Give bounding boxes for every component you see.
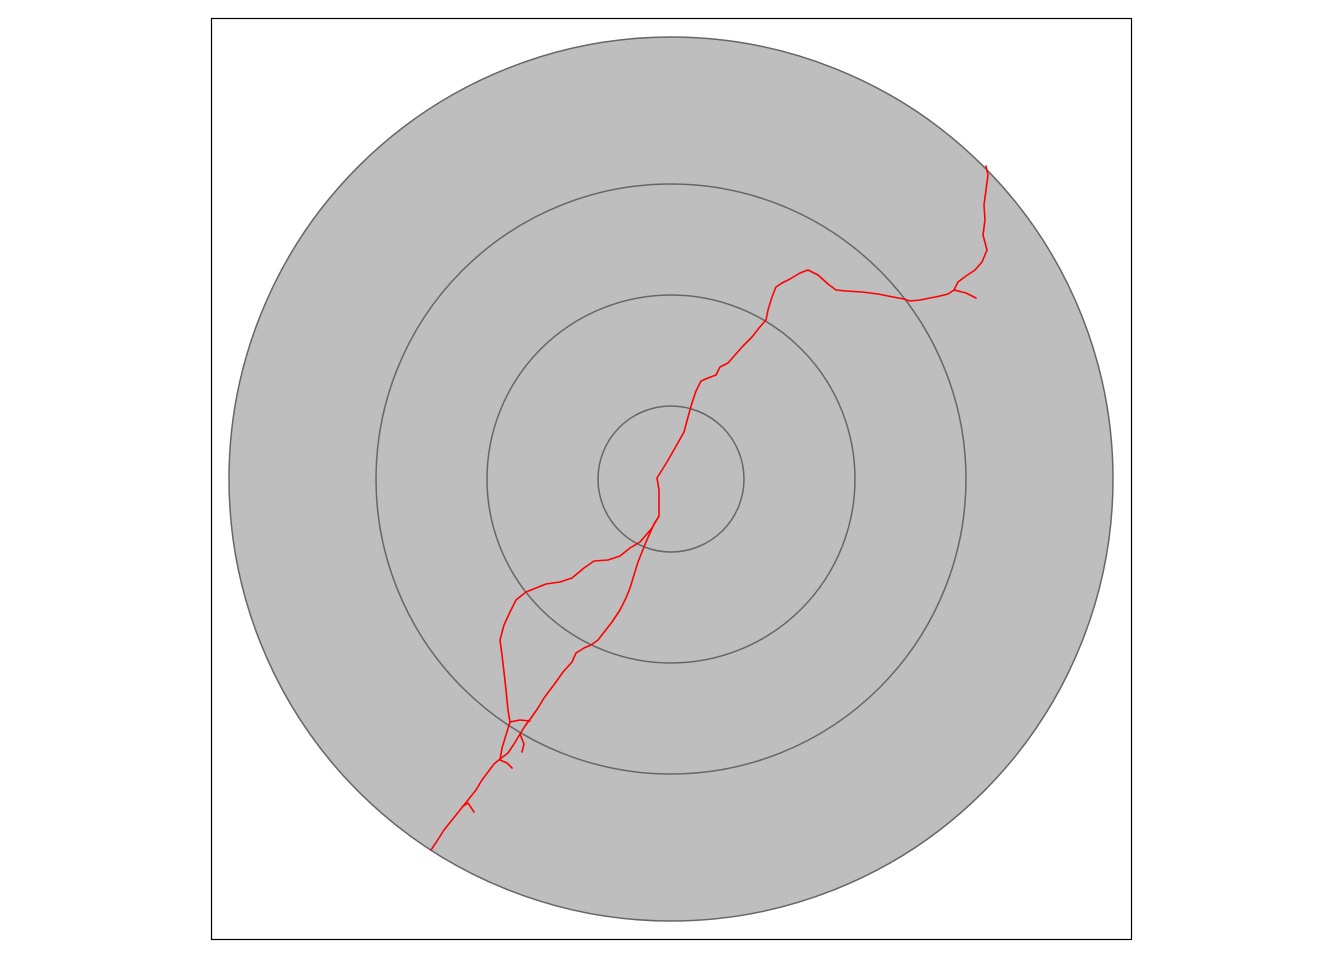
- river-spur-northeast: [953, 289, 977, 299]
- river-network: [430, 165, 989, 851]
- river-tributary-lower-west: [499, 721, 513, 769]
- river-branch-west-loop: [499, 515, 660, 723]
- river-main-stem-southwest: [430, 515, 660, 851]
- ring-3: [486, 294, 856, 664]
- ring-inner: [597, 405, 745, 553]
- river-branch-northeast-main: [656, 269, 905, 517]
- map-panel-border: [210, 17, 1133, 941]
- ring-outer: [375, 183, 967, 775]
- river-tributary-south-stub: [461, 802, 475, 813]
- river-branch-northeast-upper: [903, 165, 989, 302]
- river-tributary-lower-stub: [519, 733, 525, 753]
- outer-study-area-disc: [228, 36, 1114, 922]
- river-tributary-lower-link: [509, 719, 531, 723]
